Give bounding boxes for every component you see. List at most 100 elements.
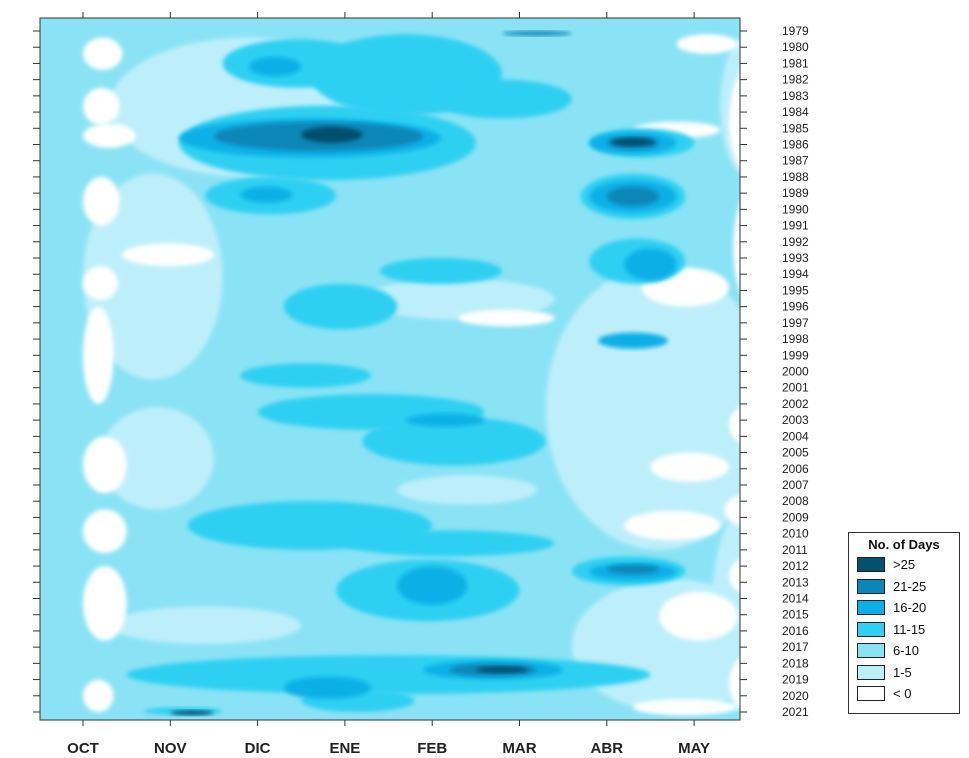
y-tick-label-1980: 1980 bbox=[782, 40, 809, 54]
y-tick-label-1986: 1986 bbox=[782, 138, 809, 152]
x-tick-label-ene: ENE bbox=[329, 740, 360, 757]
y-tick-label-1985: 1985 bbox=[782, 121, 809, 135]
contour-region-38 bbox=[432, 79, 572, 119]
contour-region-19 bbox=[83, 566, 127, 641]
y-tick-label-2009: 2009 bbox=[782, 510, 809, 524]
y-tick-label-1990: 1990 bbox=[782, 202, 809, 216]
x-tick-label-abr: ABR bbox=[591, 740, 624, 757]
y-tick-label-2019: 2019 bbox=[782, 673, 809, 687]
contour-region-73 bbox=[301, 126, 363, 143]
contour-region-43 bbox=[283, 283, 398, 330]
y-tick-label-1993: 1993 bbox=[782, 251, 809, 265]
legend-swatch bbox=[857, 621, 885, 637]
contour-region-14 bbox=[122, 243, 214, 267]
x-tick-label-dic: DIC bbox=[245, 740, 271, 757]
legend-label: < 0 bbox=[893, 686, 912, 702]
contour-region-44 bbox=[379, 258, 503, 284]
contour-region-60 bbox=[240, 186, 293, 203]
contour-region-61 bbox=[598, 332, 668, 349]
contour-region-6 bbox=[109, 606, 302, 644]
y-tick-label-1999: 1999 bbox=[782, 348, 809, 362]
legend-label: >25 bbox=[893, 557, 916, 573]
x-tick-label-feb: FEB bbox=[417, 740, 447, 757]
y-tick-label-2018: 2018 bbox=[782, 656, 809, 670]
y-tick-label-2000: 2000 bbox=[782, 365, 809, 379]
contour-region-47 bbox=[362, 416, 546, 466]
legend-item: 16-20 bbox=[849, 597, 959, 619]
contour-region-11 bbox=[83, 87, 120, 126]
y-tick-label-1996: 1996 bbox=[782, 300, 809, 314]
y-tick-label-2021: 2021 bbox=[782, 705, 809, 719]
contour-region-20 bbox=[83, 679, 114, 712]
contour-region-30 bbox=[650, 452, 730, 482]
y-tick-label-1979: 1979 bbox=[782, 24, 809, 38]
contour-region-15 bbox=[83, 266, 118, 301]
contour-region-23 bbox=[729, 407, 740, 443]
contour-region-55 bbox=[248, 56, 302, 77]
contour-region-71 bbox=[606, 564, 660, 575]
y-tick-label-1992: 1992 bbox=[782, 235, 809, 249]
contour-region-16 bbox=[83, 306, 114, 404]
y-tick-label-1997: 1997 bbox=[782, 316, 809, 330]
legend-title: No. of Days bbox=[868, 537, 940, 552]
contour-region-52 bbox=[126, 655, 651, 695]
legend-swatch bbox=[857, 686, 885, 702]
contour-region-26 bbox=[729, 658, 740, 708]
contour-region-49 bbox=[344, 530, 555, 557]
legend-swatch bbox=[857, 578, 885, 594]
contour-region-34 bbox=[632, 699, 738, 716]
y-tick-label-1983: 1983 bbox=[782, 89, 809, 103]
contour-region-32 bbox=[458, 309, 555, 327]
y-tick-label-2012: 2012 bbox=[782, 559, 809, 573]
y-tick-label-2020: 2020 bbox=[782, 689, 809, 703]
y-tick-label-2001: 2001 bbox=[782, 381, 809, 395]
legend-label: 6-10 bbox=[893, 643, 920, 659]
plot-frame bbox=[39, 17, 741, 721]
contour-region-27 bbox=[676, 34, 738, 54]
y-tick-label-2013: 2013 bbox=[782, 575, 809, 589]
contour-region-62 bbox=[406, 413, 485, 427]
contour-region-8 bbox=[720, 37, 740, 174]
y-tick-label-2008: 2008 bbox=[782, 494, 809, 508]
legend-swatch bbox=[857, 664, 885, 680]
contour-region-25 bbox=[729, 559, 740, 593]
legend-label: 11-15 bbox=[893, 621, 926, 637]
contour-region-66 bbox=[283, 676, 372, 700]
contour-region-13 bbox=[83, 176, 120, 226]
contour-region-22 bbox=[733, 202, 740, 293]
x-tick-label-oct: OCT bbox=[67, 740, 99, 757]
y-tick-label-1984: 1984 bbox=[782, 105, 809, 119]
contour-region-21 bbox=[729, 72, 740, 168]
legend-swatch bbox=[857, 643, 885, 659]
legend-item: 21-25 bbox=[849, 576, 959, 598]
x-tick-label-nov: NOV bbox=[154, 740, 187, 757]
contour-region-45 bbox=[240, 363, 372, 388]
contour-region-12 bbox=[83, 123, 136, 148]
y-tick-label-2015: 2015 bbox=[782, 608, 809, 622]
y-tick-label-1989: 1989 bbox=[782, 186, 809, 200]
x-tick-label-may: MAY bbox=[678, 740, 710, 757]
y-tick-label-2002: 2002 bbox=[782, 397, 809, 411]
contour-region-1 bbox=[83, 173, 223, 380]
contour-region-31 bbox=[659, 592, 738, 641]
y-tick-label-2016: 2016 bbox=[782, 624, 809, 638]
legend-label: 16-20 bbox=[893, 600, 927, 616]
contour-region-7 bbox=[397, 475, 537, 505]
y-tick-label-2014: 2014 bbox=[782, 592, 809, 606]
y-tick-label-1988: 1988 bbox=[782, 170, 809, 184]
contour-region-2 bbox=[100, 407, 214, 510]
y-tick-label-1991: 1991 bbox=[782, 219, 809, 233]
y-tick-label-2010: 2010 bbox=[782, 527, 809, 541]
contour-region-10 bbox=[83, 37, 123, 70]
contour-region-18 bbox=[83, 509, 127, 554]
y-tick-label-2004: 2004 bbox=[782, 429, 809, 443]
legend-item: >25 bbox=[849, 554, 959, 576]
y-tick-label-2007: 2007 bbox=[782, 478, 809, 492]
y-tick-label-2003: 2003 bbox=[782, 413, 809, 427]
legend-item: < 0 bbox=[849, 683, 959, 705]
legend-label: 21-25 bbox=[893, 578, 927, 594]
legend-swatch bbox=[857, 600, 885, 616]
y-tick-label-1987: 1987 bbox=[782, 154, 809, 168]
legend-item: 6-10 bbox=[849, 640, 959, 662]
